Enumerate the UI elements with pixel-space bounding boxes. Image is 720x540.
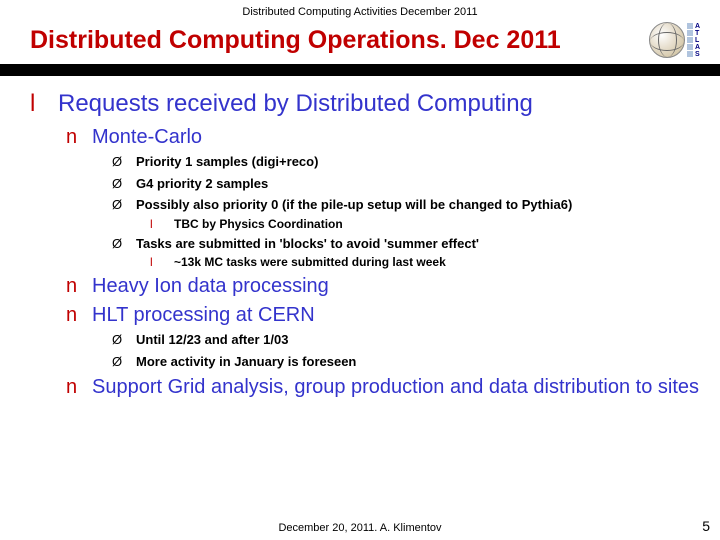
arrow-text: G4 priority 2 samples xyxy=(136,175,268,193)
arrow-text: Priority 1 samples (digi+reco) xyxy=(136,153,318,171)
arrow-item: Ø Tasks are submitted in 'blocks' to avo… xyxy=(112,235,700,253)
divider-bar xyxy=(0,64,720,76)
arrow-item: Ø Possibly also priority 0 (if the pile-… xyxy=(112,196,700,214)
bullet-n-icon: n xyxy=(66,304,92,327)
arrow-icon: Ø xyxy=(112,153,136,169)
arrow-item: Ø More activity in January is foreseen xyxy=(112,353,700,371)
globe-icon xyxy=(649,22,685,58)
bullet-l-icon: l xyxy=(30,90,58,118)
atlas-letters: A T L A S xyxy=(687,23,700,58)
sub-item: l TBC by Physics Coordination xyxy=(150,217,700,231)
arrow-item: Ø Priority 1 samples (digi+reco) xyxy=(112,153,700,171)
bullet-sub-icon: l xyxy=(150,255,174,269)
section-label: Support Grid analysis, group production … xyxy=(92,376,699,399)
arrow-text: Tasks are submitted in 'blocks' to avoid… xyxy=(136,235,479,253)
atlas-logo: A T L A S xyxy=(649,22,700,58)
sub-text: TBC by Physics Coordination xyxy=(174,217,343,231)
section-label: Monte-Carlo xyxy=(92,126,202,149)
sub-text: ~13k MC tasks were submitted during last… xyxy=(174,255,446,269)
section-hlt: n HLT processing at CERN xyxy=(66,304,700,327)
content-area: l Requests received by Distributed Compu… xyxy=(0,76,720,399)
arrow-icon: Ø xyxy=(112,175,136,191)
arrow-text: Until 12/23 and after 1/03 xyxy=(136,331,288,349)
slide-title: Distributed Computing Operations. Dec 20… xyxy=(30,26,649,55)
bullet-n-icon: n xyxy=(66,376,92,399)
header-top-text: Distributed Computing Activities Decembe… xyxy=(0,0,720,22)
arrow-text: Possibly also priority 0 (if the pile-up… xyxy=(136,196,572,214)
arrow-icon: Ø xyxy=(112,331,136,347)
arrow-item: Ø Until 12/23 and after 1/03 xyxy=(112,331,700,349)
bullet-sub-icon: l xyxy=(150,217,174,231)
title-row: Distributed Computing Operations. Dec 20… xyxy=(0,22,720,58)
section-support-grid: n Support Grid analysis, group productio… xyxy=(66,376,700,399)
arrow-icon: Ø xyxy=(112,235,136,251)
arrow-text: More activity in January is foreseen xyxy=(136,353,356,371)
main-heading: Requests received by Distributed Computi… xyxy=(58,90,533,118)
section-monte-carlo: n Monte-Carlo xyxy=(66,126,700,149)
page-number: 5 xyxy=(702,518,710,534)
bullet-n-icon: n xyxy=(66,126,92,149)
main-heading-row: l Requests received by Distributed Compu… xyxy=(30,90,700,118)
section-label: Heavy Ion data processing xyxy=(92,275,329,298)
arrow-icon: Ø xyxy=(112,353,136,369)
section-heavy-ion: n Heavy Ion data processing xyxy=(66,275,700,298)
sub-item: l ~13k MC tasks were submitted during la… xyxy=(150,255,700,269)
footer-text: December 20, 2011. A. Klimentov xyxy=(0,522,720,534)
arrow-icon: Ø xyxy=(112,196,136,212)
bullet-n-icon: n xyxy=(66,275,92,298)
arrow-item: Ø G4 priority 2 samples xyxy=(112,175,700,193)
section-label: HLT processing at CERN xyxy=(92,304,315,327)
